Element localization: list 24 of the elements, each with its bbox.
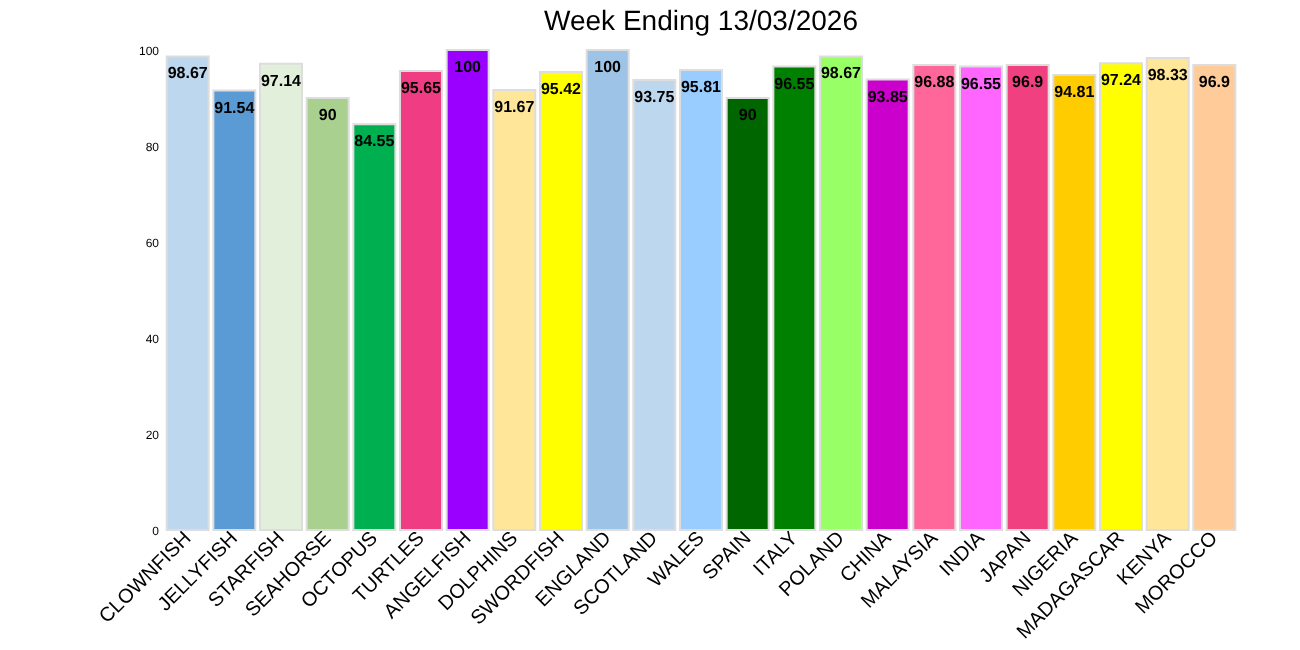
data-label: 100 bbox=[594, 58, 623, 76]
data-label: 91.67 bbox=[494, 97, 536, 116]
data-label: 97.14 bbox=[260, 71, 303, 90]
data-label: 90 bbox=[738, 106, 758, 124]
data-label: 95.42 bbox=[540, 79, 583, 98]
chart-title: Week Ending 13/03/2026 bbox=[544, 4, 859, 36]
data-label: 93.85 bbox=[867, 87, 909, 106]
data-label: 98.67 bbox=[820, 64, 863, 83]
data-label: 94.81 bbox=[1054, 82, 1096, 101]
data-label: 97.24 bbox=[1100, 71, 1143, 90]
data-label: 96.88 bbox=[914, 72, 956, 91]
data-label: 93.75 bbox=[634, 88, 676, 106]
data-label: 90 bbox=[318, 106, 338, 124]
data-label: 100 bbox=[454, 58, 483, 76]
data-label: 96.55 bbox=[774, 74, 816, 93]
data-label: 96.55 bbox=[960, 74, 1003, 93]
data-label: 98.67 bbox=[167, 64, 209, 83]
data-label: 95.65 bbox=[400, 78, 443, 97]
data-label: 91.54 bbox=[214, 98, 256, 117]
data-label: 95.81 bbox=[680, 78, 723, 97]
data-label: 96.9 bbox=[1198, 72, 1231, 91]
data-label: 96.9 bbox=[1012, 72, 1045, 91]
data-label: 84.55 bbox=[354, 132, 396, 151]
data-label: 98.33 bbox=[1147, 66, 1189, 85]
